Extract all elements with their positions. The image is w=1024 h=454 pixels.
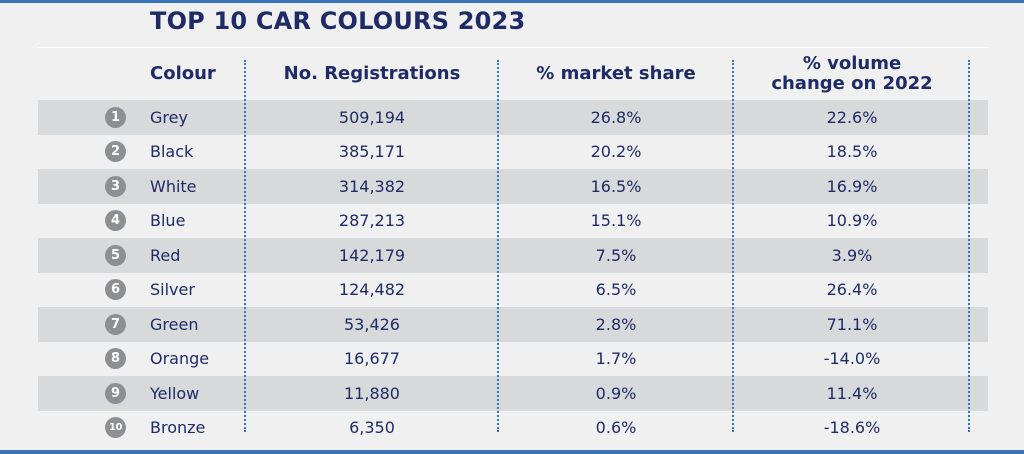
header-colour: Colour [150,63,216,84]
column-divider [497,60,499,432]
table-header: Colour No. Registrations % market share … [0,48,1024,100]
volume-change-cell: 26.4% [826,280,878,300]
colour-cell: Grey [150,107,188,127]
market-share-cell: 26.8% [590,107,642,127]
registrations-cell: 16,677 [344,349,400,369]
colour-cell: White [150,176,197,196]
header-market-share: % market share [536,63,696,84]
volume-change-cell: -14.0% [823,349,881,369]
registrations-cell: 11,880 [344,383,400,403]
rank-cell: 1 [105,100,126,135]
rank-cell: 5 [105,238,126,273]
registrations-cell: 53,426 [344,314,400,334]
market-share-cell: 0.6% [595,418,637,438]
volume-change-cell: 71.1% [826,314,878,334]
table-row: 3 White 314,382 16.5% 16.9% [38,169,988,204]
rank-cell: 7 [105,307,126,342]
colour-cell: Silver [150,280,195,300]
rank-badge: 9 [105,382,126,404]
colour-cell: Black [150,142,194,162]
registrations-cell: 124,482 [338,280,406,300]
volume-change-cell: 3.9% [831,245,873,265]
title-divider [38,47,988,48]
column-divider [244,60,246,432]
volume-change-cell: 11.4% [826,383,878,403]
market-share-cell: 0.9% [595,383,637,403]
header-volume-change: % volume change on 2022 [734,48,970,100]
volume-change-cell: 22.6% [826,107,878,127]
registrations-cell: 314,382 [338,176,406,196]
table-row: 2 Black 385,171 20.2% 18.5% [38,135,988,170]
rank-badge: 4 [105,210,126,232]
header-volume-change-line-1: % volume [802,53,902,74]
table-row: 9 Yellow 11,880 0.9% 11.4% [38,376,988,411]
market-share-cell: 1.7% [595,349,637,369]
column-divider [732,60,734,432]
registrations-cell: 142,179 [338,245,406,265]
table-row: 1 Grey 509,194 26.8% 22.6% [38,100,988,135]
rank-cell: 10 [105,411,126,446]
table-row: 4 Blue 287,213 15.1% 10.9% [38,204,988,239]
top-border [0,0,1024,3]
colour-cell: Blue [150,211,186,231]
registrations-cell: 287,213 [338,211,406,231]
colour-cell: Orange [150,349,210,369]
rank-cell: 8 [105,342,126,377]
market-share-cell: 7.5% [595,245,637,265]
registrations-cell: 385,171 [338,142,406,162]
column-divider [968,60,970,432]
table-row: 6 Silver 124,482 6.5% 26.4% [38,273,988,308]
rank-cell: 3 [105,169,126,204]
rank-badge: 6 [105,279,126,301]
table-row: 10 Bronze 6,350 0.6% -18.6% [38,411,988,446]
rank-cell: 9 [105,376,126,411]
volume-change-cell: 18.5% [826,142,878,162]
volume-change-cell: -18.6% [823,418,881,438]
registrations-cell: 509,194 [338,107,406,127]
rank-badge: 5 [105,244,126,266]
rank-badge: 3 [105,175,126,197]
rank-badge: 10 [105,417,126,439]
registrations-cell: 6,350 [349,418,395,438]
colour-cell: Red [150,245,181,265]
market-share-cell: 15.1% [590,211,642,231]
table-row: 8 Orange 16,677 1.7% -14.0% [38,342,988,377]
market-share-cell: 6.5% [595,280,637,300]
market-share-cell: 16.5% [590,176,642,196]
rank-badge: 2 [105,141,126,163]
market-share-cell: 2.8% [595,314,637,334]
table-body: 1 Grey 509,194 26.8% 22.6% 2 Black 385,171 20.2%… [38,100,988,445]
header-volume-change-line-2: change on 2022 [771,73,933,94]
bottom-border [0,450,1024,454]
rank-cell: 2 [105,135,126,170]
table-row: 5 Red 142,179 7.5% 3.9% [38,238,988,273]
rank-badge: 1 [105,106,126,128]
rank-cell: 4 [105,204,126,239]
volume-change-cell: 16.9% [826,176,878,196]
rank-badge: 8 [105,348,126,370]
colour-cell: Yellow [150,383,200,403]
table-title: TOP 10 CAR COLOURS 2023 [150,7,526,35]
rank-badge: 7 [105,313,126,335]
market-share-cell: 20.2% [590,142,642,162]
colour-cell: Bronze [150,418,206,438]
table-row: 7 Green 53,426 2.8% 71.1% [38,307,988,342]
rank-cell: 6 [105,273,126,308]
header-registrations: No. Registrations [283,63,461,84]
colour-cell: Green [150,314,199,334]
volume-change-cell: 10.9% [826,211,878,231]
